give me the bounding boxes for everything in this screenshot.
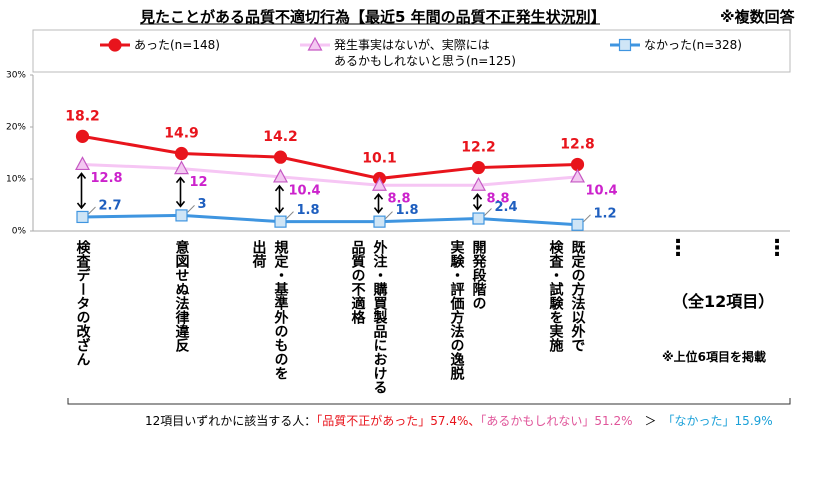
point	[274, 215, 287, 228]
x-tick-label: 開発段階の 実験・評価方法の逸脱	[448, 240, 487, 380]
series-line	[82, 213, 578, 227]
data-label: 12.8	[91, 171, 123, 186]
footnote: ※上位6項目を掲載	[662, 350, 767, 364]
point	[75, 129, 90, 143]
series-line	[82, 134, 578, 180]
data-label: 8.8	[487, 192, 510, 207]
data-label: 1.8	[396, 203, 419, 218]
data-label: 1.8	[297, 203, 320, 218]
point	[371, 176, 388, 191]
arrow	[76, 172, 87, 210]
data-label: 10.4	[289, 183, 321, 198]
point	[273, 150, 288, 164]
data-label: 12.2	[461, 140, 496, 156]
leader-line	[187, 205, 195, 213]
x-tick-label: 既定の方法以外で 検査・試験を実施	[547, 240, 586, 352]
data-label: 12.8	[560, 136, 595, 152]
legend-label: あった(n=148)	[134, 38, 220, 52]
point	[471, 160, 486, 175]
point	[570, 157, 585, 172]
point	[472, 212, 485, 225]
data-label: 3	[198, 197, 207, 212]
data-label: 8.8	[388, 192, 411, 207]
summary: 12項目いずれかに該当する人：「品質不正があった」57.4%、「あるかもしれない…	[145, 412, 773, 429]
data-label: 18.2	[65, 108, 100, 124]
x-tick-label: 規定・基準外のものを 出荷	[250, 240, 289, 380]
leader-line	[583, 214, 591, 223]
y-tick-label: 20%	[6, 123, 26, 133]
point	[571, 218, 584, 231]
data-label: 2.4	[495, 200, 518, 215]
leader-line	[484, 208, 492, 216]
x-tick-label: 意図せぬ法律違反	[173, 240, 190, 352]
y-tick-label: 10%	[6, 175, 26, 185]
point	[76, 210, 89, 224]
y-tick-label: 0%	[12, 227, 27, 237]
arrow	[472, 192, 483, 211]
point	[174, 146, 189, 161]
arrow	[373, 192, 384, 214]
point	[373, 215, 386, 228]
leader-line	[286, 211, 294, 219]
summary-part: ＞	[632, 414, 669, 428]
data-label: 2.7	[99, 198, 122, 213]
data-label: 1.2	[594, 206, 617, 221]
data-label: 10.1	[362, 150, 397, 166]
point	[470, 176, 487, 191]
leader-line	[385, 211, 393, 219]
leader-line	[88, 206, 96, 215]
summary-part: 「品質不正があった」57.4%、	[316, 414, 481, 428]
point	[74, 156, 91, 171]
point	[272, 168, 289, 183]
point	[569, 168, 586, 183]
x-tick-label: 検査データの改ざん	[74, 240, 91, 366]
legend-marker	[108, 38, 122, 52]
legend-label: 発生事実はないが、実際には あるかもしれないと思う(n=125)	[334, 38, 516, 68]
total-label: （全12項目）	[672, 292, 775, 311]
point	[173, 160, 190, 175]
y-tick-label: 30%	[6, 71, 26, 81]
legend-marker	[618, 38, 632, 52]
note: ※複数回答	[720, 8, 795, 26]
summary-part: 12項目いずれかに該当する人：	[145, 414, 317, 428]
ellipsis: ⋮	[667, 236, 689, 261]
legend-label: なかった(n=328)	[644, 38, 742, 52]
bracket	[67, 398, 791, 405]
arrow	[274, 184, 285, 214]
chart-title: 見たことがある品質不適切行為【最近5 年間の品質不正発生状況別】	[140, 8, 606, 26]
data-label: 10.4	[586, 183, 618, 198]
series-line	[82, 162, 578, 187]
data-label: 14.9	[164, 126, 199, 142]
point	[175, 209, 188, 222]
arrow	[175, 176, 186, 208]
legend-box	[32, 29, 791, 73]
data-label: 14.2	[263, 129, 298, 145]
summary-part: 「なかった」15.9%	[668, 414, 773, 428]
legend-marker	[307, 36, 323, 51]
x-tick-label: 外注・購買製品における 品質の不適格	[349, 240, 388, 394]
data-label: 12	[190, 175, 208, 190]
ellipsis: ⋮	[766, 236, 788, 261]
summary-part: 「あるかもしれない」51.2%	[480, 414, 633, 428]
